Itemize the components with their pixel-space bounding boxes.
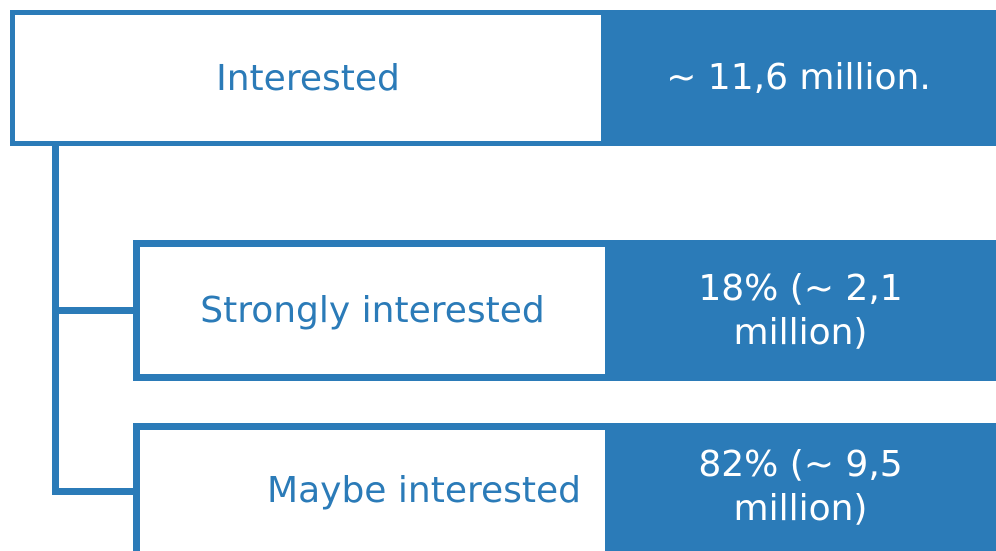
node-box: Interested ~ 11,6 million. bbox=[10, 10, 996, 146]
connector-vertical bbox=[52, 145, 59, 495]
node-box: Maybe interested 82% (~ 9,5 million) bbox=[133, 423, 996, 551]
value-line: 82% (~ 9,5 bbox=[698, 444, 903, 485]
node-value: ~ 11,6 million. bbox=[601, 10, 996, 146]
node-value: 18% (~ 2,1 million) bbox=[605, 240, 996, 381]
value-line: ~ 11,6 million. bbox=[666, 57, 931, 98]
node-label: Interested bbox=[15, 15, 601, 141]
node-label: Maybe interested bbox=[140, 430, 605, 551]
connector-horizontal bbox=[52, 307, 136, 314]
node-value: 82% (~ 9,5 million) bbox=[605, 423, 996, 551]
node-box: Strongly interested 18% (~ 2,1 million) bbox=[133, 240, 996, 381]
connector-horizontal bbox=[52, 488, 136, 495]
value-line: million) bbox=[733, 488, 868, 529]
value-line: 18% (~ 2,1 bbox=[698, 267, 903, 309]
node-label: Strongly interested bbox=[140, 247, 605, 374]
value-line: million) bbox=[733, 311, 868, 353]
